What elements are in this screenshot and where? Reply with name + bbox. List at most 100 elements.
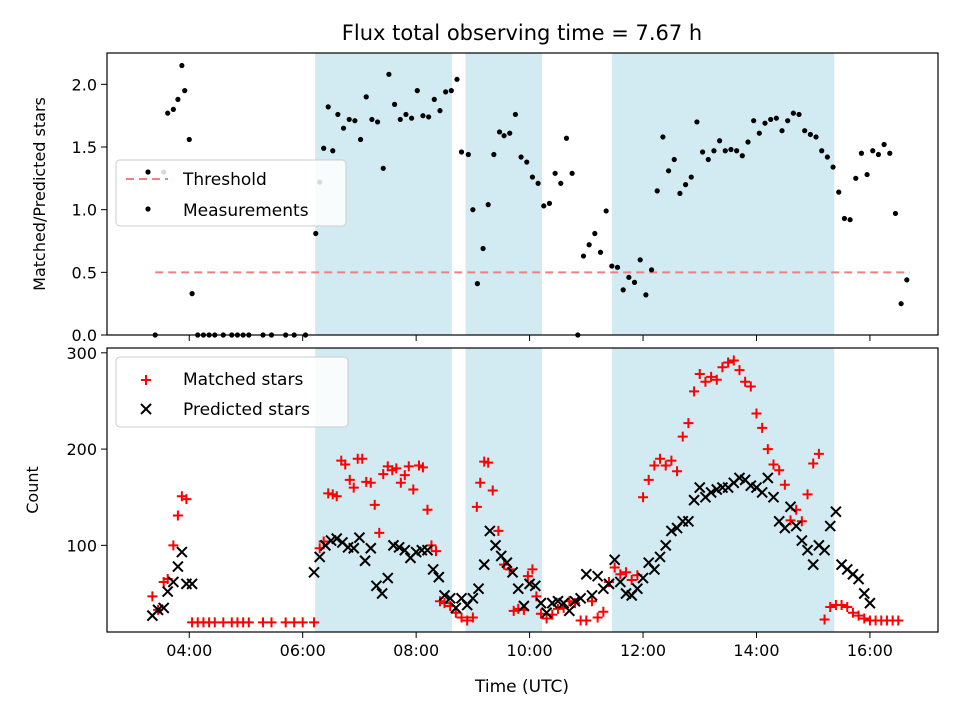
matched-star-point: [331, 491, 342, 502]
measurement-point: [751, 118, 757, 124]
measurement-point: [586, 242, 592, 248]
measurement-point: [454, 76, 460, 82]
measurement-point: [654, 188, 660, 194]
matched-star-point: [374, 527, 385, 538]
matched-star-point: [683, 418, 694, 429]
measurement-point: [496, 129, 503, 135]
predicted-star-point: [654, 551, 666, 563]
predicted-star-point: [591, 570, 604, 582]
legend-box: [115, 356, 349, 428]
predicted-star-point: [580, 568, 593, 580]
legend-threshold-label: Threshold: [182, 170, 267, 190]
measurement-point: [458, 149, 465, 155]
matched-star-point: [378, 469, 389, 480]
matched-star-point: [430, 546, 441, 557]
x-tick-label: 16:00: [847, 641, 893, 660]
matched-star-point: [734, 365, 745, 376]
measurement-point: [535, 180, 541, 186]
predicted-star-point: [864, 597, 876, 609]
matched-star-point: [483, 457, 494, 468]
measurement-point: [637, 257, 643, 263]
predicted-star-point: [501, 556, 513, 569]
measurement-point: [785, 118, 791, 124]
y-axis-label: Matched/Predicted stars: [30, 97, 49, 291]
matched-star-point: [626, 575, 637, 586]
y-tick-label: 1.5: [72, 138, 97, 157]
predicted-star-point: [450, 602, 462, 614]
measurement-point: [346, 116, 352, 123]
matched-star-point: [660, 460, 671, 471]
measurement-point: [546, 200, 553, 206]
matched-star-point: [487, 485, 498, 496]
matched-star-point: [434, 596, 445, 607]
measurement-point: [374, 119, 381, 125]
matched-star-point: [808, 458, 819, 469]
predicted-star-point: [382, 572, 394, 584]
measurement-point: [677, 190, 683, 196]
measurement-point: [470, 207, 476, 213]
measurement-point: [614, 264, 621, 270]
measurement-point: [563, 135, 570, 141]
measurement-point: [762, 120, 768, 126]
matched-star-point: [649, 460, 660, 471]
matched-star-point: [399, 470, 410, 481]
matched-star-point: [819, 614, 830, 625]
matched-star-point: [666, 455, 677, 466]
matched-star-point: [813, 448, 824, 459]
predicted-star-point: [353, 531, 366, 544]
predicted-star-point: [444, 592, 456, 605]
measurement-point: [643, 292, 649, 298]
measurement-point: [443, 89, 449, 95]
predicted-star-point: [586, 589, 598, 602]
matched-star-point: [172, 510, 183, 521]
measurement-point: [321, 145, 327, 151]
matched-star-point: [493, 525, 504, 536]
measurement-point: [325, 104, 331, 110]
matched-star-point: [297, 617, 308, 628]
y-tick-label: 1.0: [72, 201, 97, 220]
measurement-point: [529, 174, 536, 180]
measurement-point: [745, 139, 751, 145]
measurement-point: [705, 156, 711, 163]
predicted-star-point: [858, 587, 870, 600]
measurement-point: [824, 154, 830, 160]
x-tick-label: 14:00: [733, 641, 779, 660]
chart-title: Flux total observing time = 7.67 h: [342, 21, 702, 45]
measurement-point: [397, 116, 403, 123]
predicted-star-point: [694, 481, 706, 494]
measurement-point: [682, 182, 689, 188]
matched-star-point: [785, 515, 796, 526]
predicted-star-point: [824, 520, 836, 532]
measurement-point: [734, 148, 740, 154]
measurement-point: [773, 115, 779, 121]
predicted-star-point: [614, 576, 627, 588]
measurement-point: [189, 291, 195, 297]
y-tick-label: 300: [66, 344, 97, 363]
measurement-point: [779, 128, 785, 134]
predicted-star-point: [682, 515, 695, 527]
predicted-star-point: [376, 587, 388, 600]
bottom-panel: 04:00 06:00 08:00 10:00 12:00 14:00 16:00 100 20…: [23, 344, 939, 660]
measurement-point: [898, 301, 904, 307]
matched-star-point: [836, 600, 847, 611]
observing-window: [611, 348, 835, 632]
matched-star-point: [289, 617, 300, 628]
measurement-point: [728, 146, 734, 153]
predicted-star-point: [158, 602, 170, 614]
predicted-star-point: [433, 571, 445, 583]
matched-star-point: [257, 617, 268, 628]
matched-star-point: [621, 567, 632, 578]
predicted-star-point: [161, 585, 174, 598]
matched-star-point: [893, 615, 904, 626]
measurement-point: [768, 116, 774, 123]
predicted-star-point: [557, 597, 570, 609]
measurement-point: [836, 189, 842, 195]
predicted-star-point: [631, 582, 644, 595]
matched-star-point: [859, 613, 870, 624]
measurement-point: [892, 210, 899, 217]
predicted-star-point: [359, 555, 371, 567]
matched-star-point: [847, 607, 858, 618]
predicted-star-point: [852, 573, 865, 585]
matched-star-point: [842, 601, 853, 612]
